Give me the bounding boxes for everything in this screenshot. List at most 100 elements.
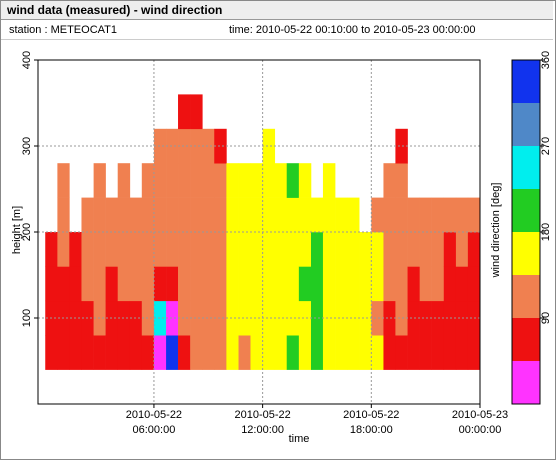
cell <box>250 335 263 370</box>
cell <box>419 197 432 233</box>
cell <box>141 163 155 198</box>
cell <box>250 232 263 267</box>
x-tick-label: 2010-05-23 00:00:00 <box>451 409 509 436</box>
cell <box>298 232 312 267</box>
cell <box>407 300 420 336</box>
cell <box>105 197 119 233</box>
time-range: time: 2010-05-22 00:10:00 to 2010-05-23 … <box>229 24 476 36</box>
cell <box>226 197 239 233</box>
cell <box>286 163 300 198</box>
cell <box>69 266 82 302</box>
cell <box>431 232 445 267</box>
cell <box>238 163 251 198</box>
cell <box>443 266 457 302</box>
cell <box>262 335 276 370</box>
y-axis-label: height [m] <box>11 206 23 254</box>
y-tick-label: 100 <box>21 309 33 327</box>
cell <box>286 266 300 302</box>
cell <box>81 266 94 302</box>
cell <box>310 232 324 267</box>
cell <box>467 335 481 370</box>
cell <box>166 335 179 370</box>
cell <box>419 335 432 370</box>
cell <box>467 266 481 302</box>
cell <box>335 300 348 336</box>
cell <box>274 300 288 336</box>
cell <box>57 335 70 370</box>
cell <box>178 94 191 130</box>
cell <box>117 335 131 370</box>
cell <box>347 266 360 302</box>
cell <box>238 266 251 302</box>
y-tick-label: 400 <box>21 51 33 69</box>
cell <box>117 266 131 302</box>
colorbar-band <box>512 189 540 232</box>
cell <box>322 163 336 198</box>
cell <box>117 197 131 233</box>
cell <box>298 300 312 336</box>
colorbar-band <box>512 60 540 103</box>
cell <box>214 128 227 164</box>
cell <box>214 232 227 267</box>
cell <box>129 197 143 233</box>
cell <box>57 232 70 267</box>
cell <box>45 335 58 370</box>
info-bar: station : METEOCAT1 time: 2010-05-22 00:… <box>1 21 553 40</box>
cell <box>214 335 227 370</box>
cell <box>431 335 445 370</box>
cell <box>57 163 70 198</box>
cell <box>286 197 300 233</box>
cell <box>298 163 312 198</box>
cell <box>371 266 384 302</box>
cell <box>407 197 420 233</box>
cell <box>455 335 469 370</box>
cell <box>202 232 215 267</box>
colorbar-band <box>512 103 540 146</box>
cell <box>371 197 384 233</box>
cell <box>407 335 420 370</box>
cell <box>431 266 445 302</box>
cell <box>274 197 288 233</box>
cell <box>202 128 215 164</box>
cell <box>395 163 408 198</box>
cell <box>190 335 203 370</box>
cell <box>141 335 155 370</box>
cell <box>250 300 263 336</box>
cell <box>286 335 300 370</box>
cell <box>153 128 167 164</box>
cell <box>190 300 203 336</box>
cell <box>153 163 167 198</box>
x-tick-label: 2010-05-22 06:00:00 <box>125 409 183 436</box>
cell <box>202 335 215 370</box>
cell <box>383 197 396 233</box>
cell <box>141 266 155 302</box>
cell <box>117 163 131 198</box>
cell <box>455 197 469 233</box>
cell <box>274 335 288 370</box>
cell <box>262 232 276 267</box>
cell <box>383 335 396 370</box>
cell <box>190 232 203 267</box>
cell <box>153 300 167 336</box>
cell <box>407 266 420 302</box>
plot-border <box>37 59 481 405</box>
cell <box>335 197 348 233</box>
cell <box>335 232 348 267</box>
cell <box>335 335 348 370</box>
cell <box>214 197 227 233</box>
cell <box>153 266 167 302</box>
cell <box>190 266 203 302</box>
cell <box>347 232 360 267</box>
cell <box>347 197 360 233</box>
cell <box>238 300 251 336</box>
cell <box>117 232 131 267</box>
cell <box>129 335 143 370</box>
cell <box>45 266 58 302</box>
cell <box>455 232 469 267</box>
cell <box>166 163 179 198</box>
cell <box>322 197 336 233</box>
cell <box>383 300 396 336</box>
cell <box>443 335 457 370</box>
cell <box>431 197 445 233</box>
cell <box>153 335 167 370</box>
